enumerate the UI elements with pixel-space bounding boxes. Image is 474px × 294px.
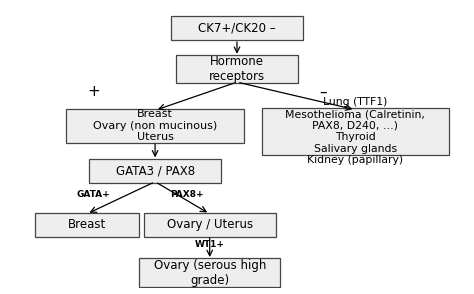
FancyBboxPatch shape [175,55,299,83]
Text: CK7+/CK20 –: CK7+/CK20 – [198,22,276,35]
Text: –: – [319,84,327,99]
Text: Lung (TTF1)
Mesothelioma (Calretinin,
PAX8, D240, …)
Thyroid
Salivary glands
Kid: Lung (TTF1) Mesothelioma (Calretinin, PA… [285,98,425,166]
FancyBboxPatch shape [144,213,276,237]
FancyBboxPatch shape [139,258,280,287]
Text: PAX8+: PAX8+ [170,191,204,200]
FancyBboxPatch shape [89,159,221,183]
Text: Ovary / Uterus: Ovary / Uterus [167,218,253,231]
FancyBboxPatch shape [262,108,448,155]
Text: GATA3 / PAX8: GATA3 / PAX8 [116,164,195,178]
Text: Hormone
receptors: Hormone receptors [209,55,265,83]
Text: Breast: Breast [68,218,106,231]
Text: Ovary (serous high
grade): Ovary (serous high grade) [154,259,266,287]
Text: Breast
Ovary (non mucinous)
Uterus: Breast Ovary (non mucinous) Uterus [93,109,217,142]
Text: WT1+: WT1+ [195,240,225,249]
FancyBboxPatch shape [171,16,303,41]
FancyBboxPatch shape [35,213,139,237]
Text: GATA+: GATA+ [77,191,110,200]
FancyBboxPatch shape [66,109,244,143]
Text: +: + [87,84,100,99]
